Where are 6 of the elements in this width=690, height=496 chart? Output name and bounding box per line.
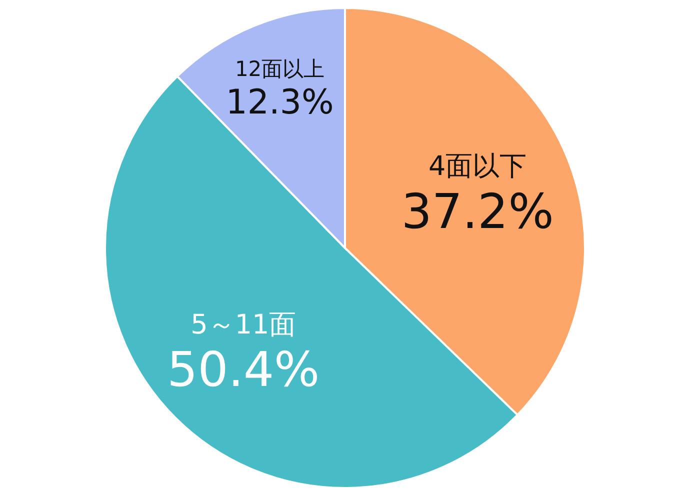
slice-label: 4面以下 (428, 150, 527, 182)
data-label: 37.2% (401, 184, 554, 240)
slice-label: 5～11面 (190, 309, 296, 340)
data-label: 12.3% (226, 82, 334, 122)
data-label: 50.4% (167, 342, 320, 398)
slice-label: 12面以上 (234, 57, 325, 82)
